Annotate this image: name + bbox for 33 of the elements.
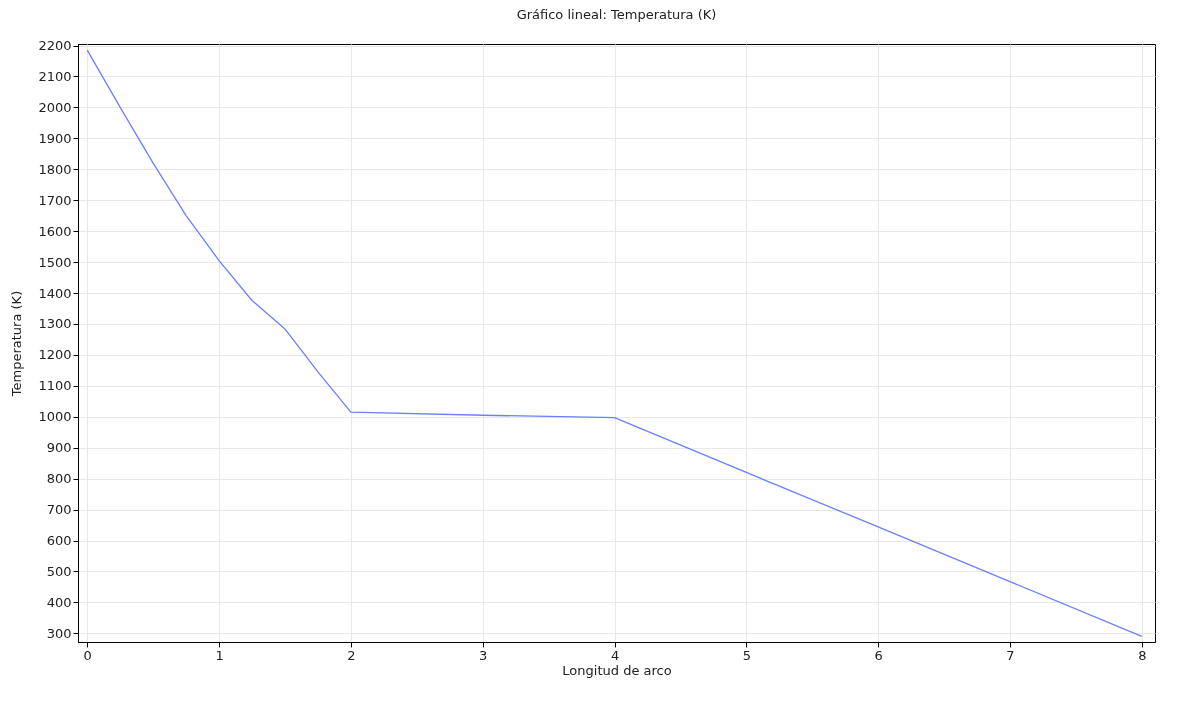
y-tick-label: 1300 [38,316,72,332]
y-tick-label: 2100 [38,68,72,84]
y-tick-label: 2200 [38,38,72,54]
y-tick-label: 1200 [38,347,72,363]
y-tick-label: 900 [46,440,72,456]
y-tick-label: 400 [46,594,72,610]
x-axis-title: Longitud de arco [562,662,672,678]
line-series [86,49,1143,638]
y-tick-label: 800 [46,471,72,487]
y-tick-label: 1600 [38,223,72,239]
chart-title: Gráfico lineal: Temperatura (K) [516,6,717,22]
y-tick-label: 1700 [38,192,72,208]
y-tick-label: 1000 [38,409,72,425]
y-tick-label: 1900 [38,130,72,146]
x-tick-label: 5 [742,647,751,663]
y-tick-label: 1400 [38,285,72,301]
y-tick-label: 1500 [38,254,72,270]
y-tick-label: 1100 [38,378,72,394]
y-tick-label: 2000 [38,99,72,115]
x-tick-label: 0 [83,647,92,663]
y-tick-label: 1800 [38,161,72,177]
y-tick-label: 500 [46,563,72,579]
y-tick-label: 300 [46,625,72,641]
x-tick-label: 4 [610,647,620,663]
x-tick-label: 8 [1138,647,1147,663]
x-tick-label: 6 [874,647,883,663]
x-tick-label: 2 [347,647,356,663]
y-axis-title: Temperatura (K) [9,290,25,398]
x-tick-label: 7 [1006,647,1015,663]
y-tick-label: 700 [46,502,72,518]
x-tick-label: 3 [479,647,488,663]
y-tick-label: 600 [46,533,72,549]
x-tick-label: 1 [215,647,224,663]
